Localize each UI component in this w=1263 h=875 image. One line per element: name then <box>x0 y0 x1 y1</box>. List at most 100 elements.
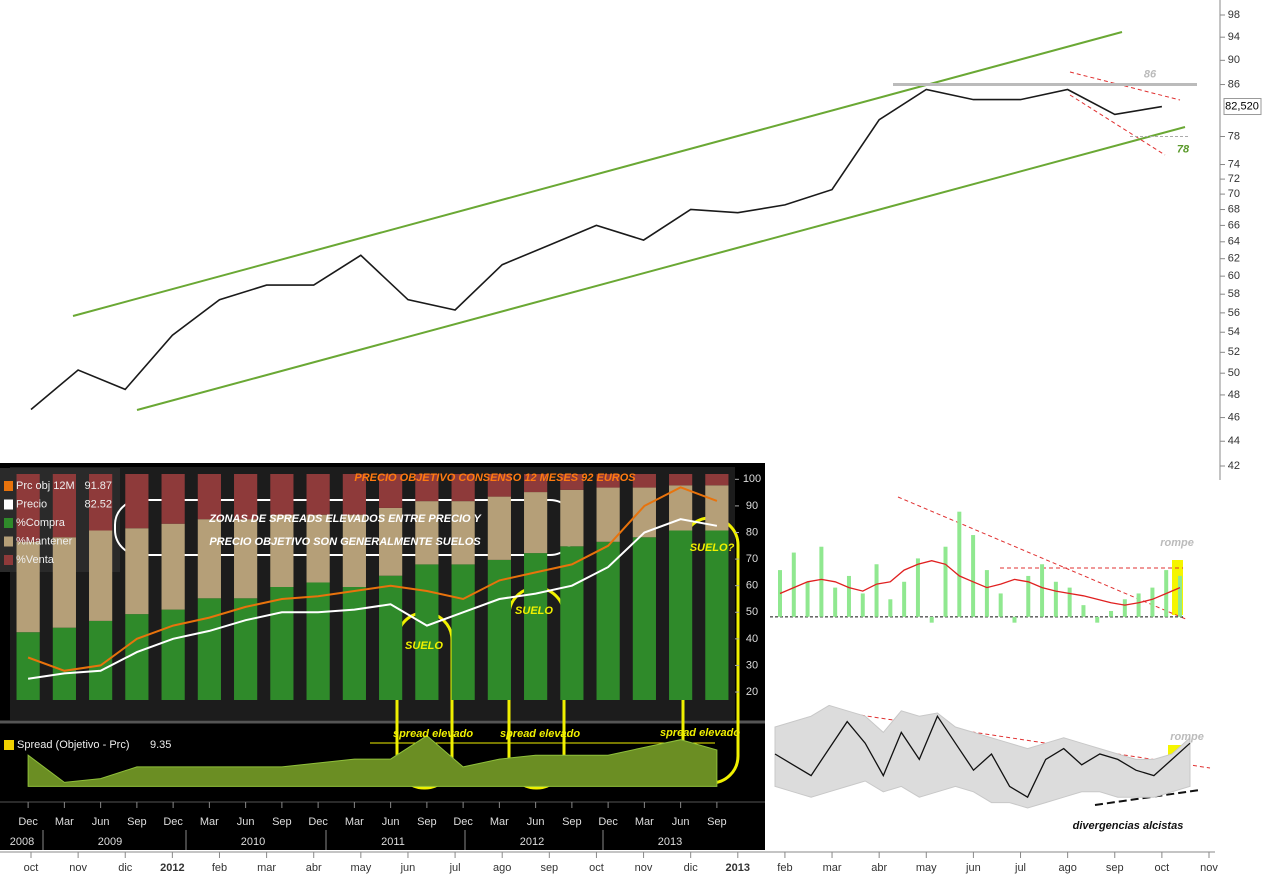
bar-segment <box>596 474 620 488</box>
legend-label: Spread (Objetivo - Prc) <box>17 739 129 751</box>
x-tick-label: oct <box>1155 862 1170 874</box>
note-text: ZONAS DE SPREADS ELEVADOS ENTRE PRECIO Y <box>208 513 482 525</box>
y-tick-label: 58 <box>1228 288 1240 300</box>
hist-bar <box>846 575 851 617</box>
bar-segment <box>415 564 439 700</box>
bar-segment <box>669 485 693 531</box>
y-tick-label: 42 <box>1228 460 1240 472</box>
y-tick-label: 70 <box>1228 188 1240 200</box>
last-value-box <box>1223 98 1262 116</box>
bar-segment <box>234 519 258 599</box>
x-tick-label: dic <box>118 862 133 874</box>
trend-line <box>839 711 1211 769</box>
legend-label: %Mantener <box>16 535 73 547</box>
y-tick-label: 94 <box>1228 31 1240 43</box>
y-tick-label: 80 <box>746 526 758 538</box>
hist-bar <box>1081 605 1086 617</box>
x-tick-label: oct <box>589 862 604 874</box>
bar-segment <box>487 496 511 560</box>
series-line <box>27 486 718 672</box>
x-tick-label: 2012 <box>160 862 184 874</box>
level-label: 86 <box>1144 68 1157 80</box>
y-tick-label: 30 <box>746 659 758 671</box>
floor-label: SUELO? <box>690 542 735 554</box>
hist-bar <box>1026 575 1031 617</box>
bar-segment <box>89 530 113 621</box>
x-tick-label: may <box>350 862 371 874</box>
x-tick-label: mar <box>823 862 842 874</box>
inset-title: PRECIO OBJETIVO CONSENSO 12 MESES 92 EUR… <box>354 472 636 484</box>
x-tick-label: Sep <box>272 816 292 828</box>
y-tick-label: 90 <box>1228 54 1240 66</box>
x-tick-label: jun <box>400 862 416 874</box>
bar-segment <box>596 487 620 542</box>
bar-segment <box>270 587 294 700</box>
hist-bar <box>971 535 976 617</box>
bar-segment <box>197 474 221 520</box>
x-tick-label: nov <box>635 862 653 874</box>
bar-segment <box>632 537 656 700</box>
year-label: 2011 <box>381 836 405 848</box>
y-tick-label: 72 <box>1228 173 1240 185</box>
x-tick-label: Dec <box>308 816 328 828</box>
bar-segment <box>125 528 149 615</box>
bar-segment <box>487 474 511 497</box>
trend-line <box>1069 94 1166 156</box>
bar-segment <box>234 598 258 700</box>
bar-segment <box>560 489 584 547</box>
hist-bar <box>819 546 824 617</box>
x-tick-label: Mar <box>490 816 509 828</box>
hist-bar <box>984 570 989 617</box>
hist-bar <box>1067 587 1072 617</box>
x-tick-label: jun <box>965 862 981 874</box>
legend-label: %Compra <box>16 517 66 529</box>
year-label: 2010 <box>241 836 265 848</box>
y-tick-label: 54 <box>1228 326 1240 338</box>
note-text: PRECIO OBJETIVO SON GENERALMENTE SUELOS <box>209 536 481 548</box>
hist-bar <box>915 558 920 617</box>
bar-segment <box>560 546 584 700</box>
bar-segment <box>669 530 693 700</box>
y-tick-label: 74 <box>1228 158 1240 170</box>
channel-upper <box>72 31 1123 317</box>
highlight <box>1172 560 1183 615</box>
bar-segment <box>52 474 76 538</box>
price-line <box>30 88 1163 411</box>
hist-bar <box>874 564 879 617</box>
x-tick-label: Jun <box>527 816 545 828</box>
y-tick-label: 90 <box>746 500 758 512</box>
year-label: 2012 <box>520 836 544 848</box>
x-tick-label: jul <box>1014 862 1026 874</box>
x-tick-label: Mar <box>635 816 654 828</box>
bar-segment <box>306 474 330 515</box>
hist-bar <box>860 593 865 617</box>
annotation: rompe <box>1160 537 1194 549</box>
bar-segment <box>632 474 656 488</box>
hist-bar <box>1053 581 1058 617</box>
bar-segment <box>197 519 221 599</box>
bar-segment <box>415 501 439 565</box>
annotation: spread elevado <box>393 728 473 740</box>
y-tick-label: 70 <box>746 553 758 565</box>
hist-bar <box>1109 610 1114 617</box>
hist-bar <box>1012 616 1017 623</box>
channel-lower <box>136 126 1186 411</box>
bar-segment <box>342 474 366 515</box>
bar-segment <box>16 632 40 700</box>
y-tick-label: 60 <box>1228 270 1240 282</box>
x-tick-label: Sep <box>707 816 727 828</box>
legend-label: %Venta <box>16 554 55 566</box>
hist-bar <box>833 587 838 617</box>
average-line <box>779 560 1181 606</box>
x-tick-label: Jun <box>92 816 110 828</box>
y-tick-label: 60 <box>746 580 758 592</box>
bar-segment <box>234 474 258 520</box>
bar-segment <box>52 627 76 700</box>
bar-segment <box>379 507 403 576</box>
y-tick-label: 48 <box>1228 389 1240 401</box>
bar-segment <box>705 530 729 700</box>
annotation: rompe <box>1170 731 1204 743</box>
hist-bar <box>1095 616 1100 623</box>
bar-segment <box>560 474 584 490</box>
